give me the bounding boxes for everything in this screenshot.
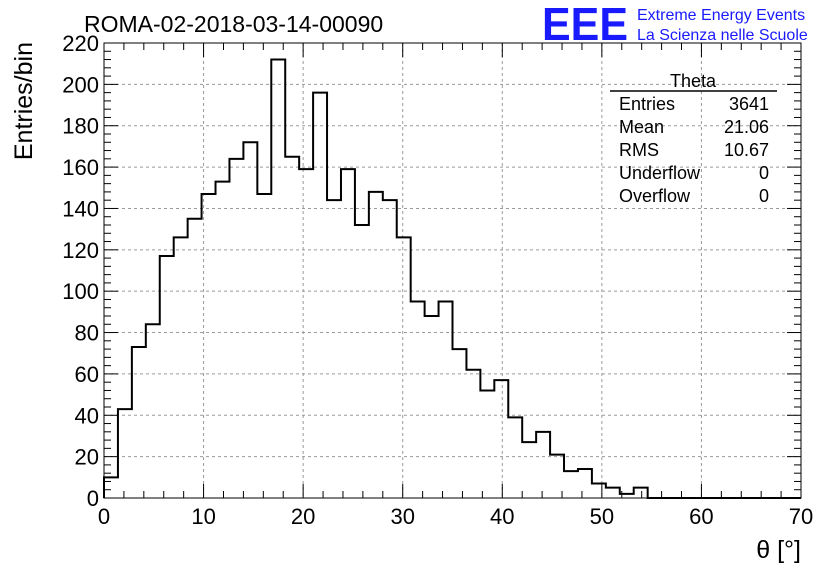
eee-logo: EEE [542, 0, 628, 50]
x-tick-label: 50 [590, 504, 614, 529]
x-tick-label: 20 [291, 504, 315, 529]
x-tick-labels: 0 10 20 30 40 50 60 70 [98, 504, 813, 529]
stats-box: Theta Entries 3641 Mean 21.06 RMS 10.67 Underf… [610, 71, 777, 206]
x-tick-label: 0 [98, 504, 110, 529]
stats-row-label: Overflow [619, 186, 691, 206]
histogram-bin [104, 477, 118, 498]
histogram-bin [160, 256, 174, 498]
histogram-bin [285, 157, 299, 498]
histogram-bin [606, 488, 620, 498]
histogram-bin [327, 200, 341, 498]
x-tick-label: 10 [191, 504, 215, 529]
y-tick-label: 180 [62, 114, 99, 139]
y-tick-label: 80 [75, 321, 99, 346]
histogram-bin [634, 488, 648, 498]
histogram-bin [425, 316, 439, 498]
y-tick-label: 140 [62, 196, 99, 221]
histogram-bin [257, 194, 271, 498]
y-tick-label: 0 [87, 486, 99, 511]
histogram-bin [397, 237, 411, 498]
histogram-bin [411, 302, 425, 498]
histogram [103, 58, 801, 499]
x-tick-label: 60 [689, 504, 713, 529]
grid-lines [104, 43, 801, 498]
y-tick-label: 60 [75, 362, 99, 387]
x-axis-label: θ [°] [756, 536, 801, 564]
y-tick-label: 20 [75, 445, 99, 470]
plot-frame [103, 42, 802, 499]
stats-row-value: 0 [759, 186, 769, 206]
stats-row-label: RMS [619, 140, 659, 160]
histogram-bin [536, 432, 550, 498]
histogram-bin [369, 192, 383, 498]
histogram-bin [564, 471, 578, 498]
histogram-bin [439, 302, 453, 498]
histogram-bin [466, 370, 480, 498]
histogram-bin [355, 225, 369, 498]
y-tick-label: 40 [75, 403, 99, 428]
stats-row-label: Underflow [619, 163, 701, 183]
histogram-bin [202, 194, 216, 498]
stats-row-label: Mean [619, 117, 664, 137]
histogram-bin [216, 182, 230, 498]
y-tick-label: 160 [62, 155, 99, 180]
y-tick-label: 200 [62, 72, 99, 97]
y-tick-labels: 0 20 40 60 80 100 120 140 160 180 200 220 [62, 31, 99, 511]
histogram-bin [188, 219, 202, 498]
histogram-outline [103, 58, 801, 499]
histogram-bin [174, 237, 188, 498]
histogram-bin [480, 390, 494, 498]
x-tick-label: 70 [789, 504, 813, 529]
histogram-bin [578, 469, 592, 498]
logo-line-2: La Scienza nelle Scuole [637, 27, 808, 44]
histogram-bin [341, 169, 355, 498]
stats-row-value: 10.67 [724, 140, 769, 160]
chart-title: ROMA-02-2018-03-14-00090 [84, 11, 383, 37]
histogram-bin [522, 442, 536, 498]
stats-row-value: 3641 [729, 94, 769, 114]
histogram-bin [494, 380, 508, 498]
x-tick-label: 40 [490, 504, 514, 529]
histogram-bin [146, 324, 160, 498]
histogram-bin [313, 93, 327, 498]
histogram-bin [383, 200, 397, 498]
histogram-bin [243, 142, 257, 498]
y-tick-label: 100 [62, 279, 99, 304]
histogram-bin [592, 484, 606, 498]
histogram-bin [508, 417, 522, 498]
histogram-bin [299, 169, 313, 498]
y-tick-label: 220 [62, 31, 99, 56]
histogram-bin [118, 409, 132, 498]
stats-row-value: 21.06 [724, 117, 769, 137]
stats-box-title: Theta [670, 71, 717, 91]
logo-line-1: Extreme Energy Events [637, 7, 805, 24]
stats-row-label: Entries [619, 94, 675, 114]
histogram-bin [453, 349, 467, 498]
x-tick-label: 30 [390, 504, 414, 529]
stats-row-value: 0 [759, 163, 769, 183]
y-axis-label: Entries/bin [10, 42, 38, 160]
histogram-bin [229, 159, 243, 498]
histogram-bin [271, 60, 285, 498]
histogram-bin [132, 347, 146, 498]
y-tick-label: 120 [62, 238, 99, 263]
